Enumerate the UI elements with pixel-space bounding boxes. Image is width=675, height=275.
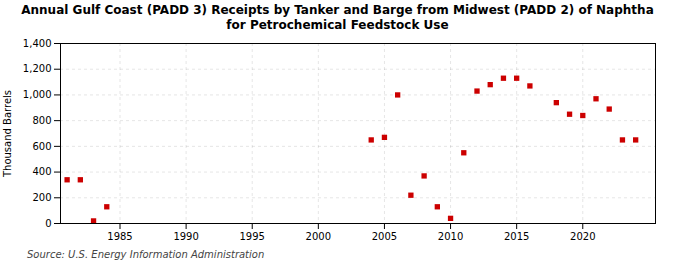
svg-text:600: 600: [32, 141, 51, 152]
svg-text:2015: 2015: [504, 231, 529, 242]
svg-text:1995: 1995: [239, 231, 264, 242]
svg-text:1,400: 1,400: [23, 38, 52, 49]
svg-text:2020: 2020: [570, 231, 595, 242]
svg-text:1990: 1990: [173, 231, 198, 242]
svg-text:2010: 2010: [438, 231, 463, 242]
svg-text:1,200: 1,200: [23, 63, 52, 74]
svg-text:Thousand Barrels: Thousand Barrels: [2, 90, 13, 178]
svg-text:1,000: 1,000: [23, 89, 52, 100]
svg-text:800: 800: [32, 115, 51, 126]
html-text:Source: U.S. Energy Informatio: Source: U.S. Energy Information Administ…: [27, 249, 265, 260]
svg-text:1985: 1985: [107, 231, 132, 242]
svg-text:0: 0: [45, 218, 51, 229]
svg-text:400: 400: [32, 166, 51, 177]
html-text:Annual Gulf Coast (PADD 3) Rec: Annual Gulf Coast (PADD 3) Receipts by T…: [21, 3, 654, 32]
svg-text:200: 200: [32, 192, 51, 203]
svg-text:2005: 2005: [372, 231, 397, 242]
svg-text:2000: 2000: [306, 231, 331, 242]
